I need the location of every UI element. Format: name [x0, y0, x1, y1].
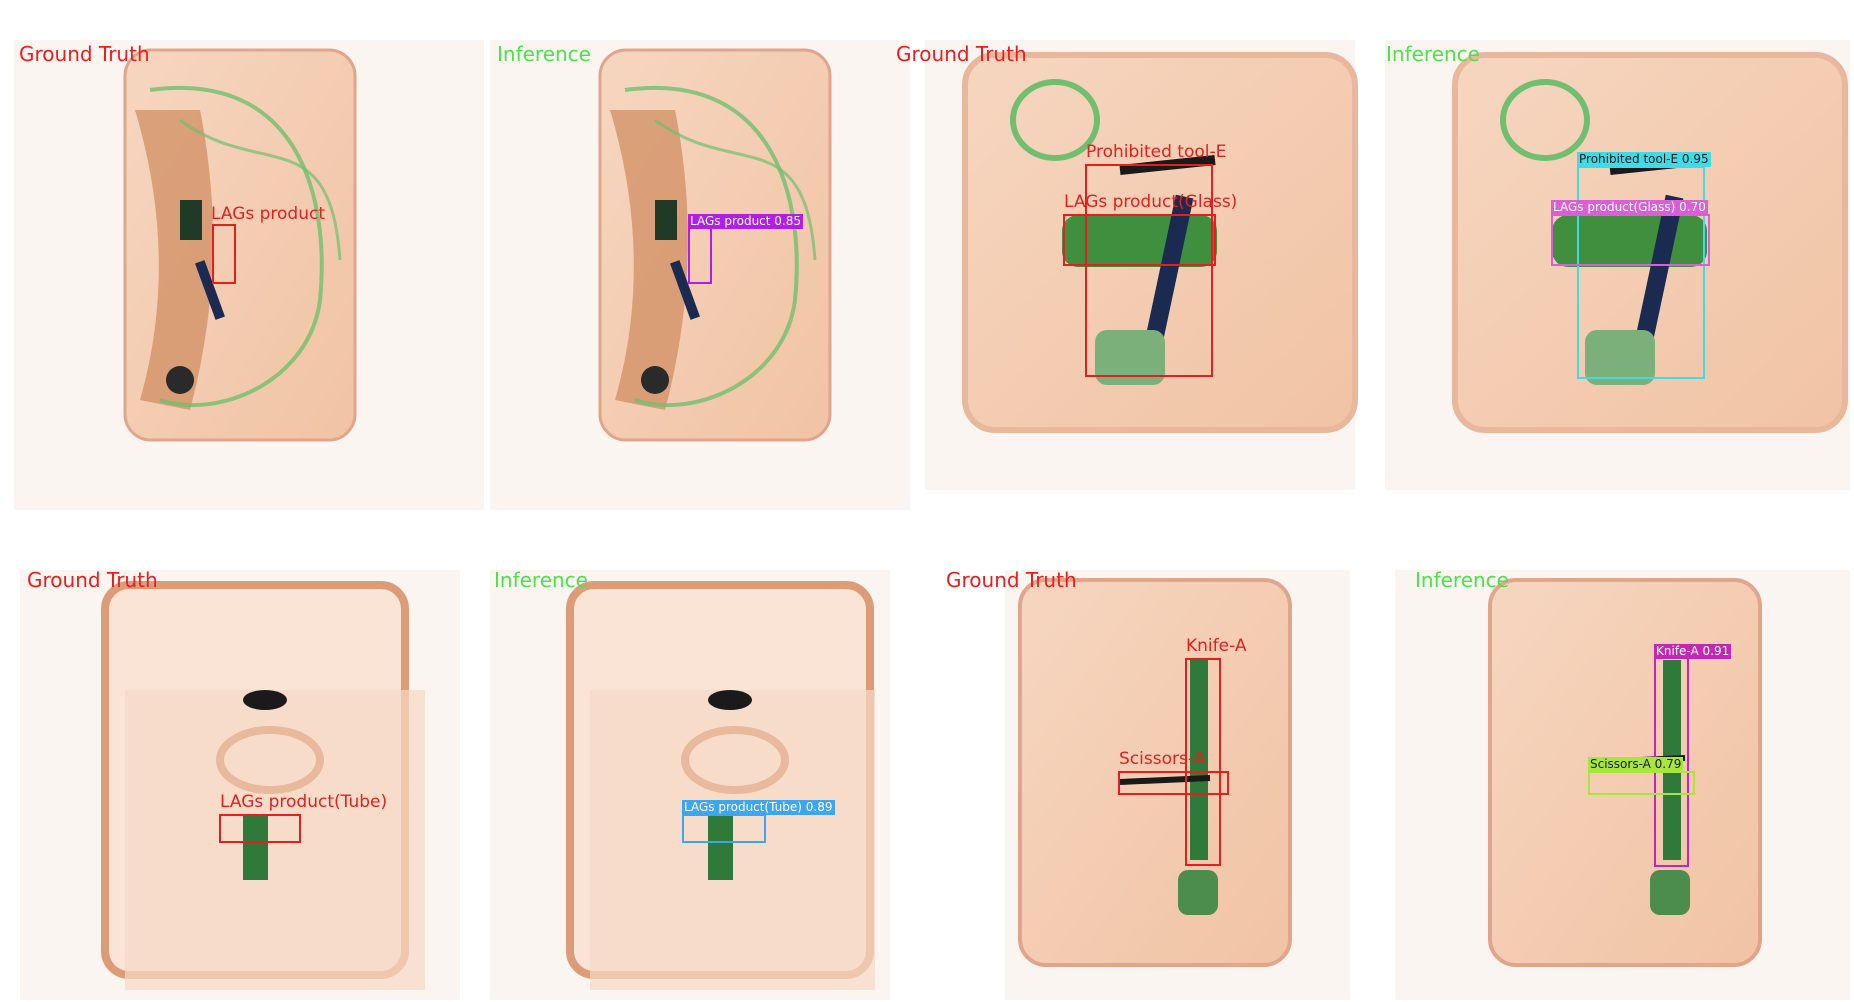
ground-truth-caption-3: Ground Truth — [27, 568, 158, 592]
gt-box-lags-product-tube — [219, 814, 301, 843]
inference-caption-3: Inference — [494, 568, 588, 592]
inference-label-knife-a: Knife-A 0.91 — [1654, 644, 1732, 659]
inference-label-lags-product-tube: LAGs product(Tube) 0.89 — [682, 800, 835, 815]
gt-box-lags-product — [212, 224, 236, 284]
inference-caption-1: Inference — [497, 42, 591, 66]
gt-label-prohibited-tool-e: Prohibited tool-E — [1086, 142, 1227, 162]
inference-box-lags-product-glass — [1551, 214, 1710, 266]
xray-scan-3-gt — [20, 570, 460, 1000]
gt-box-knife-a — [1185, 658, 1221, 866]
xray-scan-2-gt — [925, 40, 1358, 490]
ground-truth-caption-2: Ground Truth — [896, 42, 1027, 66]
gt-box-lags-product-glass — [1063, 214, 1216, 266]
xray-scan-3-inference — [490, 570, 890, 1000]
inference-box-scissors-a — [1588, 771, 1695, 795]
inference-label-lags-product: LAGs product 0.85 — [688, 214, 804, 229]
gt-box-prohibited-tool-e — [1085, 164, 1213, 377]
gt-label-knife-a: Knife-A — [1186, 636, 1247, 656]
inference-label-prohibited-tool-e: Prohibited tool-E 0.95 — [1577, 152, 1711, 167]
gt-box-scissors-a — [1118, 771, 1229, 795]
inference-box-lags-product — [688, 224, 712, 284]
inference-label-lags-product-glass: LAGs product(Glass) 0.70 — [1551, 200, 1708, 215]
gt-label-lags-product-tube: LAGs product(Tube) — [220, 792, 388, 812]
xray-scan-1-gt — [14, 40, 484, 510]
gt-label-lags-product: LAGs product — [211, 204, 326, 224]
inference-box-prohibited-tool-e — [1577, 166, 1705, 379]
xray-scan-2-inference — [1385, 40, 1850, 490]
inference-label-scissors-a: Scissors-A 0.79 — [1588, 757, 1684, 772]
ground-truth-caption-1: Ground Truth — [19, 42, 150, 66]
gt-label-scissors-a: Scissors-A — [1119, 749, 1206, 769]
gt-label-lags-product-glass: LAGs product(Glass) — [1064, 192, 1238, 212]
xray-scan-1-inference — [490, 40, 910, 510]
inference-caption-4: Inference — [1415, 568, 1509, 592]
inference-box-lags-product-tube — [682, 814, 766, 843]
inference-caption-2: Inference — [1386, 42, 1480, 66]
ground-truth-caption-4: Ground Truth — [946, 568, 1077, 592]
